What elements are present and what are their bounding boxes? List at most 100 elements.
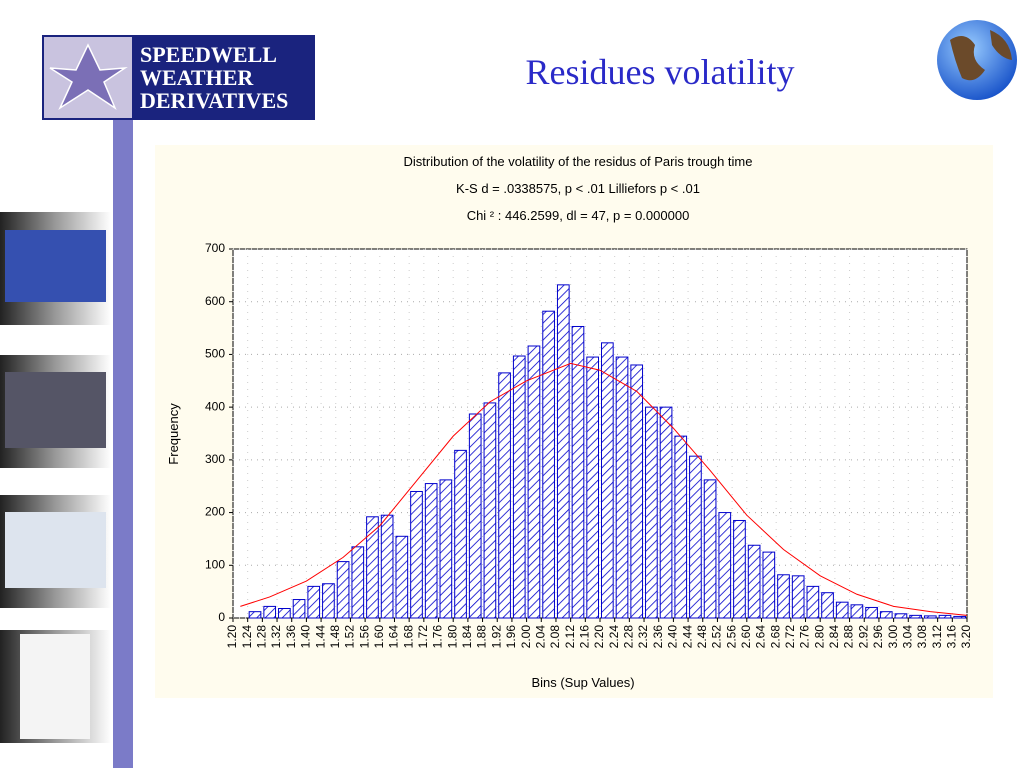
y-tick-label: 500 [205, 347, 225, 361]
logo-line: SPEEDWELL [140, 42, 277, 67]
bar [850, 604, 864, 619]
y-tick-label: 400 [205, 399, 225, 413]
fit-curve [240, 362, 968, 616]
slide-title: Residues volatility [526, 52, 795, 92]
bar [498, 372, 511, 619]
x-tick-label: 1.56 [357, 625, 371, 649]
x-tick-label: 1.40 [299, 625, 313, 649]
x-tick-label: 1.44 [313, 625, 327, 649]
bar [439, 479, 453, 619]
bar [366, 516, 379, 619]
bar [777, 574, 790, 619]
x-tick-label: 2.40 [666, 625, 680, 649]
x-tick-label: 3.12 [930, 625, 944, 649]
x-tick-label: 1.72 [416, 625, 430, 649]
x-tick-label: 2.32 [636, 625, 650, 649]
x-tick-label: 1.92 [489, 625, 503, 649]
logo-line: WEATHER [140, 65, 254, 90]
bar [424, 483, 438, 619]
bar [645, 406, 658, 619]
side-bar [113, 120, 133, 768]
bar [307, 585, 321, 619]
x-tick-label: 2.16 [577, 625, 591, 649]
logo-line: DERIVATIVES [140, 88, 288, 113]
y-tick-label: 600 [205, 294, 225, 308]
y-tick-label: 700 [205, 241, 225, 255]
globe [937, 20, 1017, 100]
x-tick-label: 1.32 [269, 625, 283, 649]
bar [865, 606, 878, 619]
bar [571, 325, 585, 619]
x-tick-label: 3.08 [915, 625, 929, 649]
bar [263, 605, 277, 619]
x-tick-label: 2.76 [798, 625, 812, 649]
bar [821, 592, 834, 619]
bar [380, 514, 394, 619]
x-tick-label: 1.76 [431, 625, 445, 649]
x-tick-label: 3.00 [886, 625, 900, 649]
x-tick-label: 3.04 [900, 625, 914, 649]
x-tick-label: 2.72 [783, 625, 797, 649]
bar [542, 310, 555, 619]
y-axis-label: Frequency [166, 403, 181, 465]
y-tick-label: 300 [205, 452, 225, 466]
logo: SPEEDWELL WEATHER DERIVATIVES [42, 35, 315, 120]
x-tick-label: 2.20 [592, 625, 606, 649]
bar [938, 614, 952, 619]
bar [483, 402, 497, 619]
x-tick-label: 2.92 [856, 625, 870, 649]
x-tick-label: 1.80 [445, 625, 459, 649]
x-tick-label: 2.08 [548, 625, 562, 649]
bar [336, 561, 350, 619]
bar [909, 614, 922, 619]
x-tick-label: 1.20 [225, 625, 239, 649]
bar [292, 599, 306, 619]
x-tick-label: 2.12 [563, 625, 577, 649]
bar [674, 435, 688, 619]
bar [322, 583, 335, 619]
bar [689, 455, 702, 619]
x-tick-label: 2.24 [607, 625, 621, 649]
x-tick-label: 3.16 [944, 625, 958, 649]
x-tick-label: 2.88 [842, 625, 856, 649]
bar [454, 449, 467, 619]
bar [835, 601, 849, 619]
bar [894, 613, 908, 619]
bar [248, 611, 262, 619]
x-tick-label: 2.56 [724, 625, 738, 649]
bar [512, 355, 526, 619]
bar [556, 284, 570, 619]
x-tick-label: 1.68 [401, 625, 415, 649]
bar [733, 519, 746, 619]
bar [718, 512, 732, 619]
bar [659, 406, 673, 619]
x-tick-label: 2.96 [871, 625, 885, 649]
x-tick-label: 2.44 [680, 625, 694, 649]
x-tick-label: 2.52 [710, 625, 724, 649]
x-tick-label: 1.88 [475, 625, 489, 649]
x-tick-label: 1.52 [343, 625, 357, 649]
x-tick-label: 2.48 [695, 625, 709, 649]
bar [351, 546, 365, 619]
chart-subtitle: K-S d = .0338575, p < .01 Lilliefors p <… [456, 181, 700, 196]
x-tick-label: 1.24 [240, 625, 254, 649]
bar [586, 356, 600, 619]
x-tick-label: 2.00 [519, 625, 533, 649]
chart-subtitle: Chi ² : 446.2599, dl = 47, p = 0.000000 [467, 208, 690, 223]
y-tick-label: 200 [205, 505, 225, 519]
x-tick-label: 2.84 [827, 625, 841, 649]
x-tick-label: 2.36 [651, 625, 665, 649]
bar [395, 535, 409, 619]
bar [468, 413, 482, 619]
x-tick-label: 1.84 [460, 625, 474, 649]
bar [762, 551, 776, 619]
y-tick-label: 100 [205, 557, 225, 571]
x-tick-label: 2.28 [622, 625, 636, 649]
bar [953, 615, 967, 619]
bar [601, 342, 614, 619]
x-tick-label: 2.64 [754, 625, 768, 649]
bar [703, 479, 717, 619]
thumbnails [0, 212, 111, 743]
bar [527, 345, 541, 619]
